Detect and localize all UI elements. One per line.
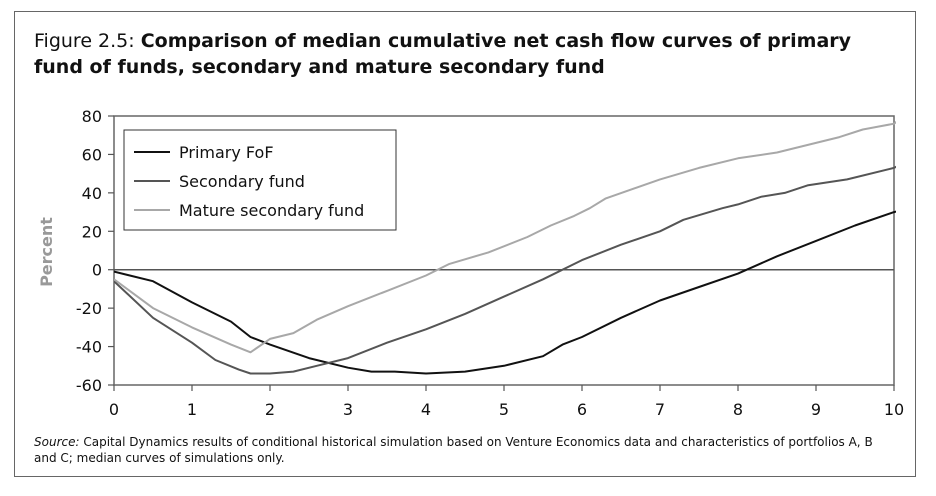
- series-line-2: [114, 165, 896, 375]
- y-tick-label: 80: [82, 107, 102, 126]
- x-tick-label: 0: [109, 400, 119, 419]
- y-tick-label: -40: [76, 338, 102, 357]
- x-tick-label: 1: [187, 400, 197, 419]
- y-tick-label: 20: [82, 222, 102, 241]
- series-line-3: [114, 120, 896, 354]
- legend-label: Mature secondary fund: [179, 201, 364, 220]
- x-tick-label: 4: [421, 400, 431, 419]
- legend-label: Secondary fund: [179, 172, 305, 191]
- legend-label: Primary FoF: [179, 143, 274, 162]
- source-note: Source: Capital Dynamics results of cond…: [34, 434, 894, 466]
- x-tick-label: 7: [655, 400, 665, 419]
- x-tick-label: 5: [499, 400, 509, 419]
- x-tick-label: 6: [577, 400, 587, 419]
- y-tick-label: 40: [82, 184, 102, 203]
- x-tick-label: 10: [884, 400, 904, 419]
- series-line-1: [114, 210, 896, 375]
- source-label: Source:: [34, 435, 80, 449]
- figure-label: Figure 2.5:: [34, 30, 135, 52]
- y-tick-label: 60: [82, 145, 102, 164]
- source-text: Capital Dynamics results of conditional …: [34, 435, 873, 465]
- y-axis-label: Percent: [37, 217, 56, 287]
- y-tick-label: 0: [92, 261, 102, 280]
- x-tick-label: 8: [733, 400, 743, 419]
- y-tick-label: -60: [76, 376, 102, 395]
- x-tick-label: 9: [811, 400, 821, 419]
- x-tick-label: 3: [343, 400, 353, 419]
- x-tick-label: 2: [265, 400, 275, 419]
- figure-title-text: Comparison of median cumulative net cash…: [34, 30, 852, 78]
- figure-title: Figure 2.5: Comparison of median cumulat…: [34, 28, 894, 80]
- y-tick-label: -20: [76, 299, 102, 318]
- figure-frame: [14, 11, 916, 477]
